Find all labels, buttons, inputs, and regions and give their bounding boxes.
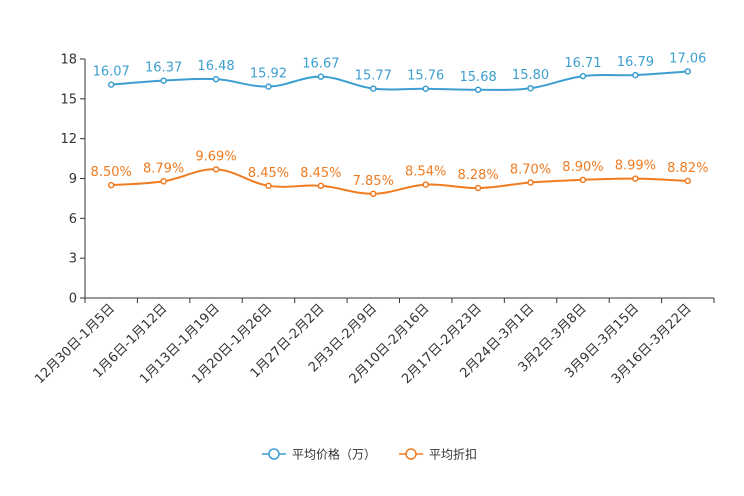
series-line-1	[111, 70, 688, 91]
data-point	[579, 176, 587, 184]
data-label: 8.50%	[91, 165, 132, 180]
data-label: 16.67	[302, 57, 339, 72]
y-tick-label: 9	[69, 172, 77, 187]
data-point	[527, 179, 534, 186]
data-label: 9.69%	[195, 149, 236, 164]
y-tick-label: 6	[69, 212, 77, 227]
y-tick-label: 12	[60, 132, 77, 147]
data-point	[422, 181, 429, 188]
data-point	[107, 181, 115, 189]
data-point	[160, 178, 167, 185]
data-label: 8.54%	[405, 165, 446, 180]
data-point	[160, 77, 167, 84]
data-label: 8.90%	[562, 160, 603, 175]
data-label: 16.07	[93, 65, 130, 80]
data-label: 8.79%	[143, 161, 184, 176]
data-point	[212, 75, 220, 83]
data-point	[212, 166, 220, 173]
y-tick-label: 0	[69, 292, 77, 307]
data-point	[265, 83, 272, 90]
data-point	[632, 71, 639, 79]
data-point	[317, 182, 325, 190]
data-point	[474, 184, 482, 192]
legend-label: 平均价格（万）	[292, 447, 376, 462]
data-label: 7.85%	[353, 174, 394, 189]
data-label: 8.28%	[457, 168, 498, 183]
data-label: 15.92	[250, 67, 287, 82]
data-point	[527, 84, 534, 92]
series-line-2	[111, 168, 688, 195]
data-point	[684, 177, 692, 185]
data-point	[579, 72, 587, 80]
data-point	[317, 73, 325, 80]
data-point	[474, 86, 482, 94]
data-point	[632, 175, 639, 182]
legend-swatch-marker	[405, 448, 417, 460]
data-label: 8.45%	[248, 166, 289, 181]
data-label: 16.48	[197, 59, 234, 74]
legend-swatch-marker	[268, 448, 280, 460]
data-label: 15.68	[460, 70, 497, 85]
data-label: 8.82%	[667, 161, 708, 176]
data-point	[684, 68, 692, 75]
y-tick-label: 3	[69, 252, 77, 267]
data-label: 16.79	[617, 55, 654, 70]
data-label: 15.77	[355, 69, 392, 84]
data-point	[265, 182, 272, 190]
legend-label: 平均折扣	[429, 447, 477, 462]
data-point	[422, 85, 429, 92]
data-point	[370, 190, 377, 198]
y-tick-label: 18	[60, 53, 77, 68]
data-label: 17.06	[669, 51, 706, 66]
data-point	[370, 85, 377, 92]
data-label: 16.71	[564, 56, 601, 71]
data-label: 15.76	[407, 69, 444, 84]
data-point	[107, 81, 115, 88]
data-label: 16.37	[145, 61, 182, 76]
y-tick-label: 15	[60, 92, 77, 107]
data-label: 8.45%	[300, 166, 341, 181]
data-label: 15.80	[512, 68, 549, 83]
data-label: 8.99%	[615, 159, 656, 174]
data-label: 8.70%	[510, 162, 551, 177]
